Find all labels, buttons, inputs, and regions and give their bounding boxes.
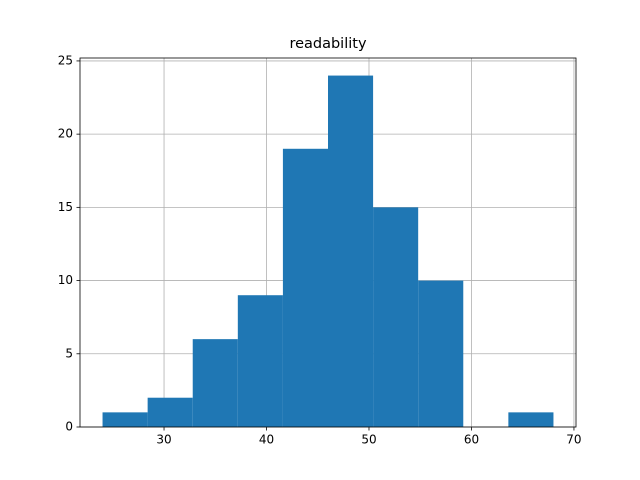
y-tick-label: 5 (65, 346, 73, 360)
bar (237, 295, 283, 427)
chart-title: readability (289, 36, 367, 52)
bar (328, 75, 374, 428)
x-tick-label: 50 (361, 433, 376, 447)
bar (147, 397, 193, 427)
plot-frame (79, 57, 577, 428)
bar (282, 148, 328, 428)
y-tick-label: 10 (58, 273, 73, 287)
bar (192, 339, 238, 427)
y-tick-label: 25 (58, 53, 73, 67)
y-tick-label: 0 (65, 420, 73, 434)
y-tick-label: 20 (58, 127, 73, 141)
bar (508, 412, 554, 427)
y-tick-label: 15 (58, 200, 73, 214)
bar (373, 207, 419, 427)
x-tick-label: 30 (156, 433, 171, 447)
x-tick-label: 70 (566, 433, 581, 447)
x-tick-label: 40 (259, 433, 274, 447)
bar (102, 412, 148, 427)
bar (418, 280, 464, 427)
x-tick-label: 60 (464, 433, 479, 447)
